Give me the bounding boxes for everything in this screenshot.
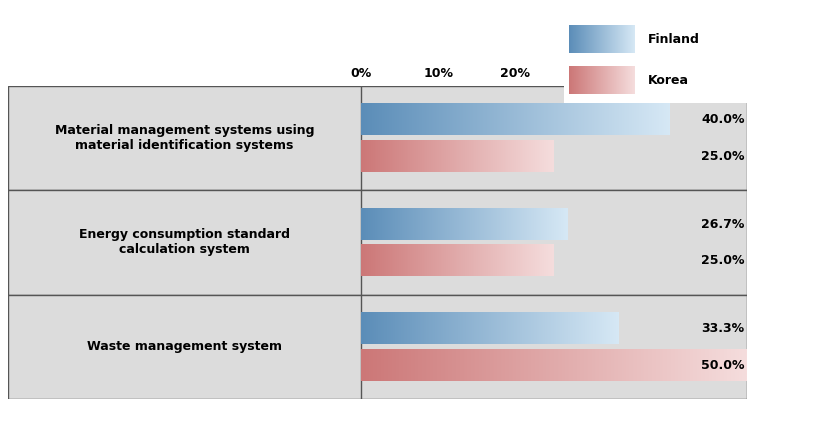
Text: Energy consumption standard
calculation system: Energy consumption standard calculation … [79,228,290,257]
Bar [361,295,747,399]
Text: 40.0%: 40.0% [701,113,745,126]
Text: 25.0%: 25.0% [701,150,745,163]
Bar [8,86,361,190]
Text: 50.0%: 50.0% [701,359,745,372]
Bar [8,295,361,399]
Text: Korea: Korea [648,74,689,87]
Text: Material management systems using
material identification systems: Material management systems using materi… [55,124,315,152]
Text: Waste management system: Waste management system [87,340,282,353]
Text: 26.7%: 26.7% [701,218,745,231]
Bar [361,86,747,190]
Bar [361,190,747,295]
Text: Finland: Finland [648,33,700,46]
Text: 25.0%: 25.0% [701,254,745,267]
Text: 33.3%: 33.3% [701,322,745,335]
Bar [8,190,361,295]
